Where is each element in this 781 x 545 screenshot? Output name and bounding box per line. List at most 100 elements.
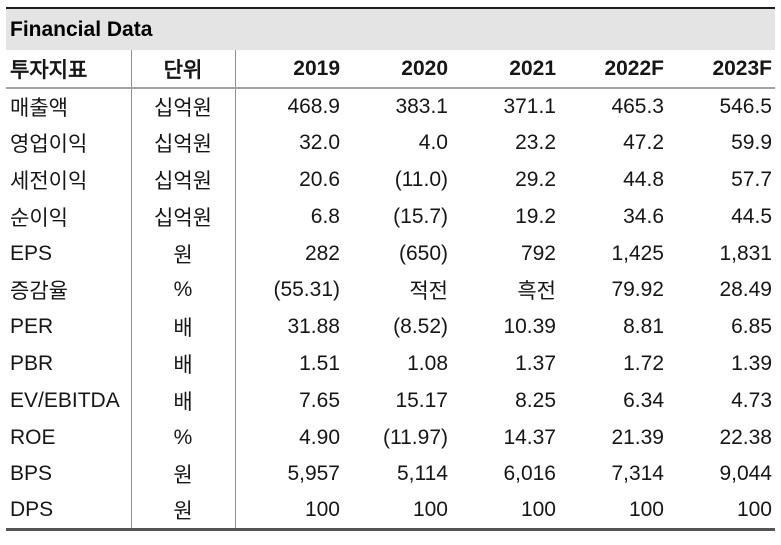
value-cell: 6.8 [310,204,340,228]
metric-label: DPS [6,492,132,530]
metric-label: 영업이익 [6,124,132,162]
value-cell: 57.7 [731,167,772,191]
table-frame: Financial Data 투자지표 단위 2019 2020 2021 2022F 20… [6,7,775,532]
value-cell: 44.8 [623,167,664,191]
value-cell: 100 [412,498,448,522]
column-header: 2022F [559,50,667,89]
metric-label: BPS [6,455,132,493]
value-cell: 468.9 [287,94,340,118]
metric-label: EV/EBITDA [6,382,132,420]
value-cell: 31.88 [287,315,340,339]
value-cell: 5,114 [397,462,448,486]
value-cell: (11.0) [394,167,448,191]
value-cell: 7,314 [611,462,664,486]
value-cell: 10.39 [503,315,556,339]
metric-label: EPS [6,235,132,272]
value-cell: 1.08 [407,351,448,375]
value-cell: 100 [736,498,772,522]
table-row: 세전이익 십억원 20.6 (11.0) 29.2 44.8 57.7 [6,161,775,199]
value-cell: 792 [520,241,556,265]
table-row: EPS 원 282 (650) 792 1,425 1,831 [6,235,775,272]
value-cell: 6.85 [731,315,772,339]
value-cell: (55.31) [273,278,340,302]
unit-cell: 원 [131,455,236,493]
value-cell: 1.37 [515,351,556,375]
value-cell: 546.5 [719,94,772,118]
value-cell: 15.17 [395,388,448,412]
table-row: DPS 원 100 100 100 100 100 [6,492,775,530]
value-cell: 59.9 [731,131,772,155]
value-cell: 7.65 [299,388,340,412]
unit-cell: 배 [131,308,236,346]
unit-cell: 배 [131,345,236,383]
metric-label: ROE [6,419,132,456]
value-cell: 적전 [409,280,448,304]
metric-label: PER [6,308,132,346]
metric-label: 순이익 [6,198,132,236]
value-cell: 34.6 [623,204,664,228]
value-cell: 9,044 [719,462,772,486]
table-title: Financial Data [6,9,775,50]
value-cell: (15.7) [393,204,448,228]
table-row: BPS 원 5,957 5,114 6,016 7,314 9,044 [6,455,775,493]
column-header: 투자지표 [6,50,132,89]
metric-label: PBR [6,345,132,383]
value-cell: 19.2 [515,204,556,228]
value-cell: 6,016 [503,462,556,486]
unit-cell: 십억원 [131,88,236,125]
metric-label: 증감율 [6,271,132,309]
unit-cell: 십억원 [131,124,236,162]
value-cell: 22.38 [719,425,772,449]
metric-label: 세전이익 [6,161,132,199]
value-cell: 1.72 [623,351,664,375]
value-cell: 100 [304,498,340,522]
value-cell: 28.49 [719,278,772,302]
unit-cell: 십억원 [131,161,236,199]
value-cell: (11.97) [383,425,448,449]
value-cell: 100 [520,498,556,522]
value-cell: 465.3 [611,94,664,118]
value-cell: 32.0 [299,131,340,155]
value-cell: 29.2 [515,167,556,191]
unit-cell: 십억원 [131,198,236,236]
value-cell: 371.1 [503,94,556,118]
value-cell: 100 [628,498,664,522]
value-cell: (650) [398,241,448,265]
value-cell: 6.34 [623,388,664,412]
table-row: 매출액 십억원 468.9 383.1 371.1 465.3 546.5 [6,88,775,125]
value-cell: 5,957 [287,462,340,486]
column-header: 2019 [235,50,343,89]
value-cell: 흑전 [517,280,556,304]
column-header: 2021 [451,50,559,89]
unit-cell: 배 [131,382,236,420]
value-cell: 21.39 [611,425,664,449]
unit-cell: 원 [131,492,236,530]
value-cell: 4.90 [299,425,340,449]
value-cell: 14.37 [503,425,556,449]
value-cell: 1.51 [299,351,340,375]
column-header: 단위 [131,50,236,89]
unit-cell: % [131,271,236,309]
table-row: 순이익 십억원 6.8 (15.7) 19.2 34.6 44.5 [6,198,775,236]
column-header: 2020 [343,50,451,89]
value-cell: 1,831 [719,241,772,265]
value-cell: 8.81 [623,315,664,339]
unit-cell: 원 [131,235,236,272]
value-cell: 20.6 [299,167,340,191]
table-row: PBR 배 1.51 1.08 1.37 1.72 1.39 [6,345,775,383]
unit-cell: % [131,419,236,456]
table-row: 영업이익 십억원 32.0 4.0 23.2 47.2 59.9 [6,124,775,162]
table-body: 매출액 십억원 468.9 383.1 371.1 465.3 546.5 영업이익 십억원 32… [6,88,775,530]
table-row: EV/EBITDA 배 7.65 15.17 8.25 6.34 4.73 [6,382,775,420]
value-cell: 8.25 [515,388,556,412]
metric-label: 매출액 [6,88,132,125]
table-row: ROE% 4.90 (11.97) 14.37 21.39 22.38 [6,419,775,456]
value-cell: 23.2 [515,131,556,155]
value-cell: 44.5 [731,204,772,228]
table-row: PER 배 31.88 (8.52) 10.39 8.81 6.85 [6,308,775,346]
value-cell: 383.1 [395,94,448,118]
column-header: 2023F [667,50,775,89]
value-cell: 282 [304,241,340,265]
value-cell: 4.0 [418,131,448,155]
